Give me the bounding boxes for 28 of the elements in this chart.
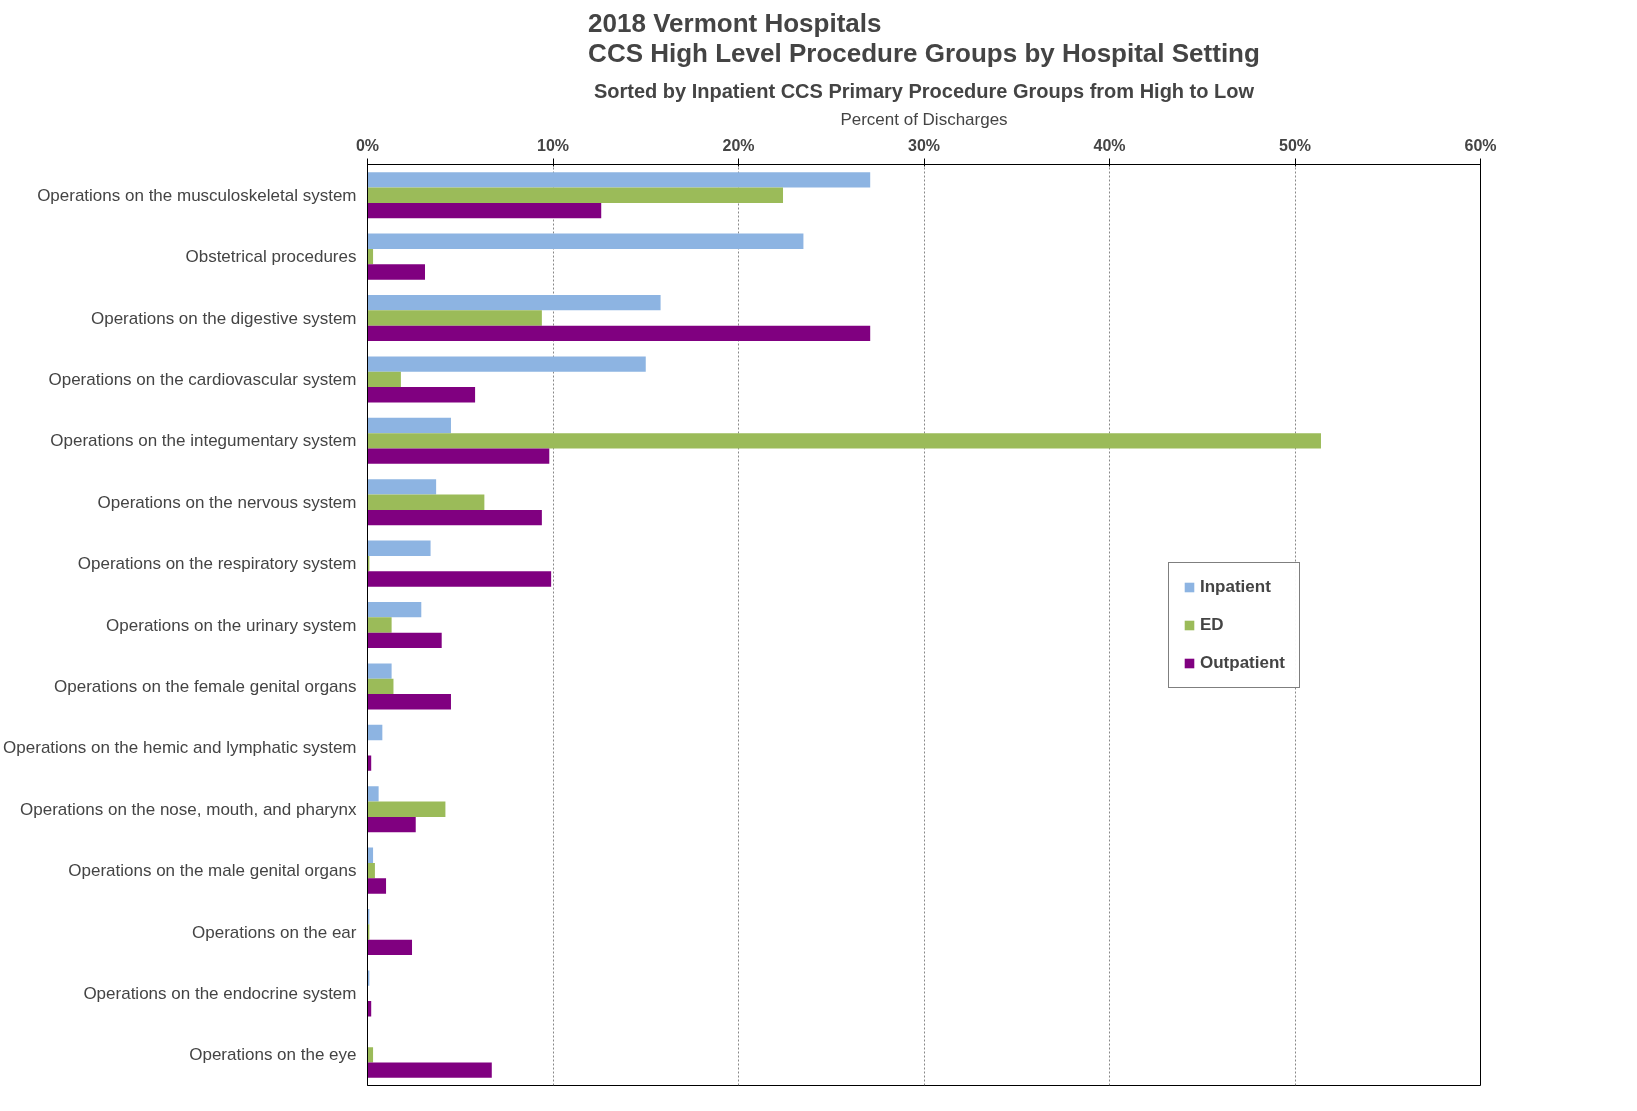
x-tick-label: 20% [722,136,755,154]
chart-title: 2018 Vermont Hospitals CCS High Level Procedure Groups by Hospital Setting [588,7,1260,68]
x-tick-label: 30% [907,136,941,154]
chart-subtitle: Sorted by Inpatient CCS Primary Procedure Groups from High to Low [593,79,1255,102]
y-tick-label: Operations on the endocrine system [83,983,357,1003]
y-tick-label: Operations on the male genital organs [68,861,357,881]
y-tick-label: Operations on the cardiovascular system [48,369,357,389]
x-tick-label: 50% [1278,136,1312,154]
x-axis-title: Percent of Discharges [840,109,1008,129]
y-tick-label: Operations on the nose, mouth, and pharynx [20,799,357,819]
y-tick-label: Operations on the nervous system [97,492,357,512]
legend-label: Outpatient [1200,652,1285,673]
y-tick-label: Operations on the respiratory system [77,554,357,574]
y-tick-label: Operations on the integumentary system [50,431,357,451]
y-tick-label: Operations on the digestive system [90,308,357,328]
y-tick-label: Operations on the musculoskeletal system [37,185,357,205]
x-tick-label: 40% [1093,136,1126,154]
legend-label: Inpatient [1200,576,1271,597]
x-tick-label: 0% [355,136,380,154]
y-tick-label: Operations on the female genital organs [54,676,357,696]
y-tick-label: Operations on the urinary system [106,615,357,635]
x-tick-label: 10% [536,136,570,154]
y-tick-label: Operations on the hemic and lymphatic system [3,738,357,758]
legend-label: ED [1200,614,1224,635]
y-tick-label: Operations on the eye [189,1045,357,1065]
x-tick-label: 60% [1464,136,1497,154]
y-tick-label: Operations on the ear [192,922,357,942]
y-tick-label: Obstetrical procedures [185,247,357,267]
